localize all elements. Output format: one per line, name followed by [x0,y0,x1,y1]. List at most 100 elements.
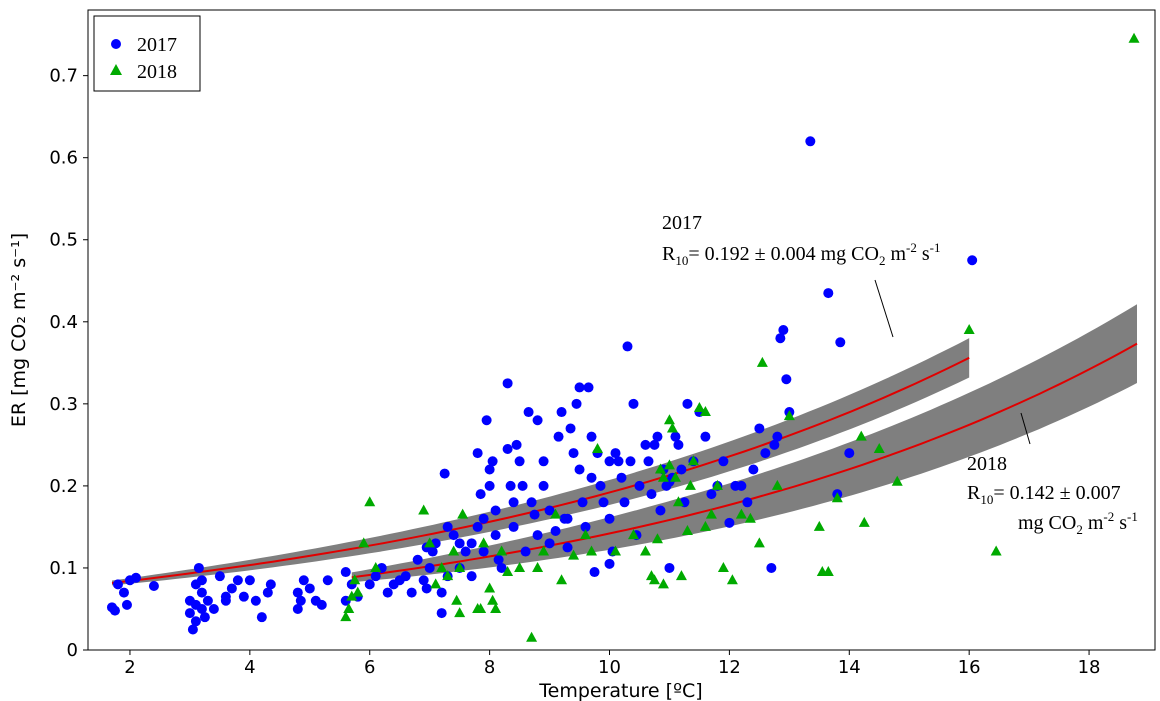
point-2017 [511,439,522,450]
legend-2018-label: 2018 [137,61,177,83]
point-2018 [813,520,825,531]
point-2017 [484,480,495,491]
point-2017 [604,558,615,569]
point-2018 [550,508,562,519]
point-2017 [781,374,792,385]
point-2017 [421,583,432,594]
x-tick-label: 2 [124,657,135,678]
point-2017 [580,521,591,532]
point-2018 [343,602,355,613]
point-2018 [684,479,696,490]
point-2017 [199,612,210,623]
point-2018 [475,602,487,613]
point-2017 [805,136,816,147]
x-tick-label: 4 [244,657,255,678]
point-2017 [640,439,651,450]
point-2017 [244,575,255,586]
point-2017 [643,456,654,467]
point-2017 [262,587,273,598]
point-2017 [412,554,423,565]
point-2017 [562,513,573,524]
point-2017 [823,288,834,299]
point-2017 [238,591,249,602]
point-2017 [655,505,666,516]
point-2018 [726,574,738,585]
point-2017 [589,567,600,578]
point-2018 [568,549,580,560]
point-2018 [592,442,604,453]
point-2018 [442,570,454,581]
point-2017 [292,587,303,598]
point-2017 [604,456,615,467]
point-2017 [490,505,501,516]
point-2018 [663,414,675,425]
point-2017 [475,489,486,500]
point-2018 [858,516,870,527]
point-2018 [822,566,834,577]
point-2018 [478,537,490,548]
confidence-band-2018 [351,304,1137,583]
point-2018 [457,508,469,519]
point-2017 [649,439,660,450]
point-2018 [651,533,663,544]
point-2017 [676,464,687,475]
legend-2017-marker [111,39,121,49]
point-2017 [484,464,495,475]
y-tick-label: 0.4 [49,312,78,333]
point-2018 [580,529,592,540]
point-2018 [496,545,508,556]
point-2017 [481,415,492,426]
point-2017 [778,325,789,335]
point-2018 [364,496,376,507]
point-2018 [735,508,747,519]
point-2018 [663,459,675,470]
point-2018 [681,525,693,536]
point-2018 [675,570,687,581]
point-2018 [657,578,669,589]
legend-box [93,15,201,92]
point-2017 [466,571,477,582]
point-2017 [598,497,609,508]
point-2017 [724,517,735,528]
point-2017 [118,587,129,598]
x-tick-label: 16 [958,657,981,678]
point-2017 [190,616,201,627]
legend-2018-marker [110,64,122,75]
point-2017 [427,546,438,557]
point-2018 [666,422,678,433]
point-2017 [370,571,381,582]
point-2017 [550,526,561,537]
point-2017 [202,595,213,606]
point-2018 [340,611,352,622]
point-2017 [706,489,717,500]
point-2018 [648,574,660,585]
y-tick-label: 0.3 [49,394,78,415]
point-2018 [538,545,550,556]
point-2017 [184,608,195,619]
point-2017 [442,521,453,532]
point-2017 [574,382,585,393]
point-2017 [490,530,501,541]
point-2017 [472,521,483,532]
point-2017 [577,497,588,508]
point-2017 [673,439,684,450]
point-2018 [424,537,436,548]
point-2018 [358,537,370,548]
point-2017 [193,562,204,573]
point-2017 [634,480,645,491]
point-2018 [672,496,684,507]
point-2017 [520,546,531,557]
point-2017 [460,546,471,557]
point-2018 [526,631,538,642]
annotation-2017-pointer [874,279,894,338]
point-2018 [654,463,666,474]
point-2017 [748,464,759,475]
annotation-2017: 2017 R10= 0.192 ± 0.004 mg CO2 m-2 s-1 [662,212,941,268]
point-2017 [502,443,513,454]
point-2018 [831,492,843,503]
point-2017 [196,575,207,586]
point-2017 [616,472,627,483]
point-2017 [502,378,513,389]
annotation-2017-value: R10= 0.192 ± 0.004 mg CO2 m-2 s-1 [662,240,941,268]
point-2017 [568,448,579,459]
